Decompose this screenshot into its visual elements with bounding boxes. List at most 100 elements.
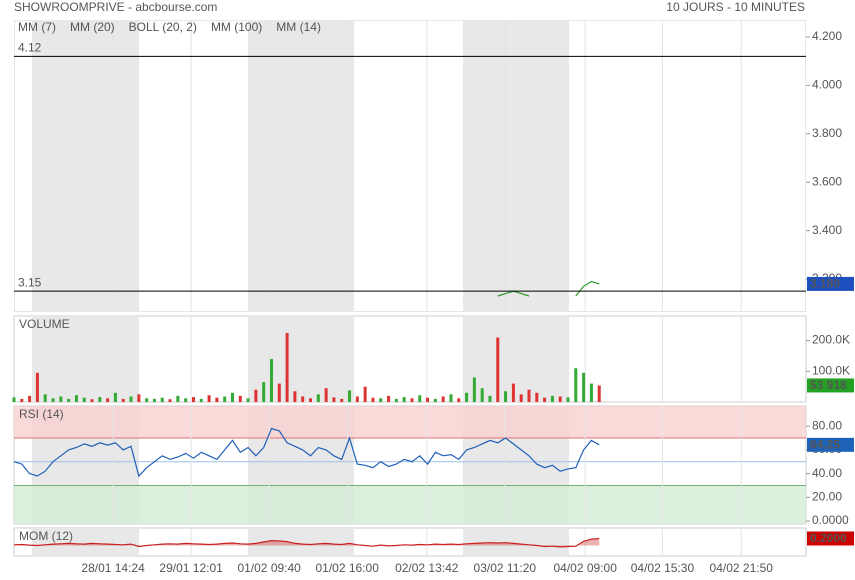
volume-bar [293,391,297,402]
volume-bar [457,398,461,402]
volume-bar [426,397,430,402]
panel [12,315,807,403]
volume-bar [269,359,273,402]
volume-bar [168,399,172,402]
h-line-label: 4.12 [18,40,42,54]
y-tick-label: 3.400 [812,223,842,237]
x-tick-label: 01/02 09:40 [237,561,301,575]
volume-bar [488,395,492,402]
legend-item: MM (20) [70,20,115,34]
volume-bar [465,392,469,402]
volume-bar [51,398,55,402]
x-tick-label: 04/02 15:30 [631,561,695,575]
day-shade [463,20,569,312]
volume-bar [262,382,266,402]
last-value-box [807,531,854,546]
volume-bar [550,395,554,402]
volume-bar [418,395,422,402]
x-tick-label: 04/02 21:50 [710,561,774,575]
legend-item: MM (14) [276,20,321,34]
x-tick-label: 03/02 11:20 [474,561,537,575]
series-line [13,427,600,478]
day-shade [248,316,354,402]
title: SHOWROOMPRIVE - abcbourse.com [14,0,217,14]
volume-bar [394,398,398,402]
volume-bar [20,398,24,402]
y-tick-label: 3.800 [812,126,842,140]
y-tick-label: 4.200 [812,29,842,43]
volume-bar [230,392,234,402]
volume-bar [348,390,352,402]
volume-bar [12,397,16,402]
y-tick-label: 4.000 [812,78,842,92]
panel-label: MOM (12) [19,529,73,543]
volume-bar [324,388,328,402]
volume-bar [223,396,227,402]
last-value: 3.180 [810,277,840,291]
volume-bar [277,383,281,402]
y-tick-label: 40.00 [812,466,842,480]
y-tick-label: 80.00 [812,418,842,432]
panel-frame [13,527,807,557]
series-line [13,537,600,548]
panel-frame [13,315,807,403]
x-tick-label: 01/02 16:00 [315,561,379,575]
volume-bar [67,398,71,402]
volume-bar [254,389,258,402]
volume-bar [74,395,78,402]
volume-bar [504,391,508,402]
volume-bar [355,396,359,402]
volume-bar [589,383,593,402]
day-shade [248,20,354,312]
volume-bar [316,394,320,402]
x-tick-label: 29/01 12:01 [159,561,223,575]
volume-bar [285,332,289,402]
volume-bar [199,398,203,402]
volume-bar [558,396,562,402]
volume-bar [566,397,570,402]
volume-bar [59,396,63,402]
volume-bar [184,398,188,402]
volume-bar [379,398,383,402]
volume-bar [82,397,86,402]
volume-bar [35,372,39,402]
volume-bar [574,368,578,402]
last-value-box [807,276,854,291]
volume-bar [309,398,313,402]
last-value-box [807,378,854,393]
legend-item: MM (7) [18,20,56,34]
panel [13,527,807,557]
last-value: 0.2000 [810,531,847,545]
volume-bar [160,397,164,402]
volume-bar [597,385,601,402]
volume-bar [145,398,149,402]
volume-bar [28,395,32,402]
volume-bar [90,399,94,402]
y-tick-label: 200.0K [812,333,850,347]
volume-bar [496,337,500,402]
volume-bar [535,392,539,402]
volume-bar [129,396,133,402]
x-tick-label: 04/02 09:00 [553,561,617,575]
volume-bar [113,392,117,402]
volume-bar [106,398,110,402]
volume-bar [363,386,367,402]
volume-bar [480,388,484,402]
volume-bar [402,397,406,402]
panel-label: RSI (14) [19,407,64,421]
volume-bar [176,395,180,402]
volume-bar [519,394,523,402]
y-tick-label: 0.0000 [812,513,849,527]
volume-bar [98,397,102,402]
volume-bar [43,394,47,402]
volume-bar [191,397,195,402]
band [14,485,806,524]
day-shade [32,20,139,312]
volume-bar [137,394,141,402]
volume-bar [340,398,344,402]
band [14,406,806,439]
period: 10 JOURS - 10 MINUTES [666,0,805,14]
day-shade [32,316,139,402]
